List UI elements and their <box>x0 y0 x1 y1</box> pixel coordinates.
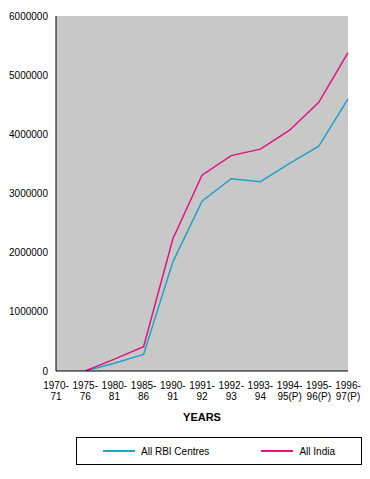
svg-text:1975-76: 1975-76 <box>72 380 98 402</box>
svg-text:1994-95(P): 1994-95(P) <box>277 380 303 402</box>
svg-text:1985-86: 1985-86 <box>131 380 157 402</box>
svg-text:1970-71: 1970-71 <box>43 380 69 402</box>
svg-text:1996-97(P): 1996-97(P) <box>335 380 361 402</box>
svg-text:YEARS: YEARS <box>183 411 221 423</box>
svg-text:1992-93: 1992-93 <box>218 380 244 402</box>
svg-text:1980-81: 1980-81 <box>102 380 128 402</box>
svg-text:5000000: 5000000 <box>9 70 48 81</box>
svg-text:1993-94: 1993-94 <box>248 380 274 402</box>
svg-text:1995-96(P): 1995-96(P) <box>306 380 332 402</box>
svg-text:1000000: 1000000 <box>9 306 48 317</box>
svg-text:6000000: 6000000 <box>9 11 48 22</box>
svg-text:4000000: 4000000 <box>9 129 48 140</box>
html-text:All India: All India <box>299 445 335 457</box>
svg-text:0: 0 <box>42 366 48 377</box>
svg-text:3000000: 3000000 <box>9 188 48 199</box>
html-text:All RBI Centres: All RBI Centres <box>141 445 210 457</box>
svg-text:1991-92: 1991-92 <box>189 380 215 402</box>
svg-text:1990-91: 1990-91 <box>160 380 186 402</box>
svg-text:2000000: 2000000 <box>9 247 48 258</box>
